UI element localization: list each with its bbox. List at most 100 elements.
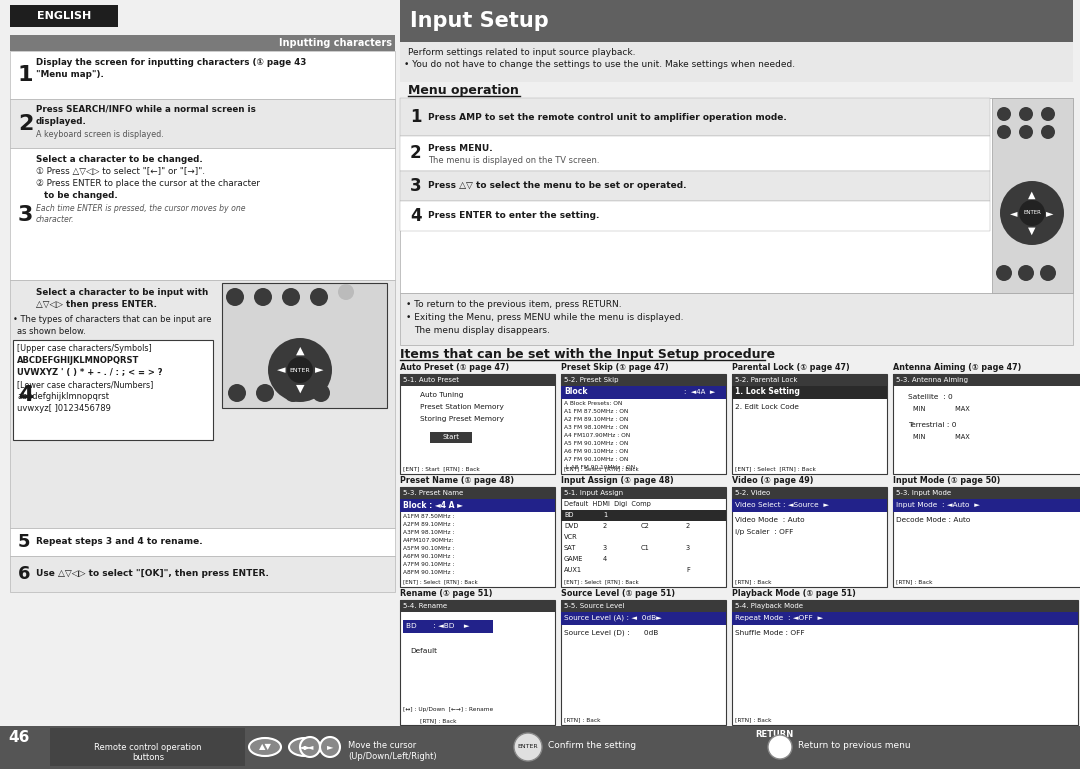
Text: A1 FM 87.50MHz : ON: A1 FM 87.50MHz : ON xyxy=(564,409,629,414)
Text: Block : ◄4 A ►: Block : ◄4 A ► xyxy=(403,501,463,510)
Bar xyxy=(10,99,395,148)
Text: F: F xyxy=(686,567,690,573)
Text: i/p Scaler  : OFF: i/p Scaler : OFF xyxy=(735,529,794,535)
Bar xyxy=(400,600,555,725)
Bar xyxy=(893,499,1080,512)
Text: Input Mode  : ◄Auto  ►: Input Mode : ◄Auto ► xyxy=(896,502,980,508)
Bar xyxy=(400,487,555,587)
Circle shape xyxy=(997,125,1011,139)
Bar xyxy=(50,728,245,766)
Bar xyxy=(0,726,1080,769)
Circle shape xyxy=(1020,107,1032,121)
Text: Input Assign (① page 48): Input Assign (① page 48) xyxy=(561,476,674,485)
Text: ↓ A8 FM 90.10MHz : ON: ↓ A8 FM 90.10MHz : ON xyxy=(564,465,635,470)
Text: ABCDEFGHIJKLMNOPQRST: ABCDEFGHIJKLMNOPQRST xyxy=(17,356,139,365)
Bar xyxy=(893,487,1080,499)
Text: The menu display disappears.: The menu display disappears. xyxy=(414,326,550,335)
Text: A4 FM107.90MHz : ON: A4 FM107.90MHz : ON xyxy=(564,433,631,438)
Bar xyxy=(400,374,555,386)
Text: Select a character to be input with: Select a character to be input with xyxy=(36,288,208,297)
Bar xyxy=(732,386,887,399)
Circle shape xyxy=(338,284,354,300)
Bar xyxy=(561,487,726,499)
Text: △▽◁▷ then press ENTER.: △▽◁▷ then press ENTER. xyxy=(36,300,157,309)
Bar xyxy=(400,374,555,474)
Text: Inputting characters: Inputting characters xyxy=(279,38,392,48)
Bar xyxy=(400,0,1074,42)
Text: A7FM 90.10MHz :: A7FM 90.10MHz : xyxy=(403,562,455,567)
Text: ▲: ▲ xyxy=(1028,190,1036,200)
Text: character.: character. xyxy=(36,215,75,224)
Circle shape xyxy=(1020,125,1032,139)
Bar xyxy=(561,510,726,521)
Bar xyxy=(400,487,555,499)
Bar xyxy=(10,51,395,701)
Text: Rename (① page 51): Rename (① page 51) xyxy=(400,589,492,598)
Text: Press △▽ to select the menu to be set or operated.: Press △▽ to select the menu to be set or… xyxy=(428,181,687,191)
Circle shape xyxy=(282,288,300,306)
Text: 5-5. Source Level: 5-5. Source Level xyxy=(564,603,624,609)
Text: to be changed.: to be changed. xyxy=(44,191,118,200)
Text: Satellite  : 0: Satellite : 0 xyxy=(908,394,953,400)
Bar xyxy=(400,98,990,136)
Text: 46: 46 xyxy=(8,730,29,745)
Circle shape xyxy=(1000,181,1064,245)
Text: VCR: VCR xyxy=(564,534,578,540)
Text: Press AMP to set the remote control unit to amplifier operation mode.: Press AMP to set the remote control unit… xyxy=(428,112,786,122)
Bar xyxy=(400,171,990,201)
Text: Repeat Mode  : ◄OFF  ►: Repeat Mode : ◄OFF ► xyxy=(735,615,823,621)
Text: ▲▼: ▲▼ xyxy=(258,743,271,751)
Text: Decode Mode : Auto: Decode Mode : Auto xyxy=(896,517,970,523)
Text: A4FM107.90MHz:: A4FM107.90MHz: xyxy=(403,538,455,543)
Text: A3 FM 98.10MHz : ON: A3 FM 98.10MHz : ON xyxy=(564,425,629,430)
Text: ►: ► xyxy=(314,365,323,375)
Circle shape xyxy=(228,384,246,402)
Circle shape xyxy=(1020,200,1045,226)
Text: :  ◄4A  ►: : ◄4A ► xyxy=(684,389,715,395)
Text: 2: 2 xyxy=(18,114,33,134)
Circle shape xyxy=(1041,125,1055,139)
Text: Select a character to be changed.: Select a character to be changed. xyxy=(36,155,203,164)
Text: 5-3. Antenna Aiming: 5-3. Antenna Aiming xyxy=(896,377,968,383)
Text: Preset Skip (① page 47): Preset Skip (① page 47) xyxy=(561,363,669,372)
Text: • The types of characters that can be input are: • The types of characters that can be in… xyxy=(13,315,212,324)
Text: Shuffle Mode : OFF: Shuffle Mode : OFF xyxy=(735,630,805,636)
Bar xyxy=(561,487,726,587)
Circle shape xyxy=(768,735,792,759)
Bar xyxy=(893,374,1080,386)
Text: ENTER: ENTER xyxy=(1023,211,1041,215)
Bar xyxy=(10,51,395,99)
Text: [↔] : Up/Down  [←→] : Rename: [↔] : Up/Down [←→] : Rename xyxy=(403,707,494,712)
Bar xyxy=(732,612,1078,625)
Text: Preset Name (① page 48): Preset Name (① page 48) xyxy=(400,476,514,485)
Text: [ENT] : Select  [RTN] : Back: [ENT] : Select [RTN] : Back xyxy=(564,579,638,584)
Bar xyxy=(400,136,990,171)
Text: Display the screen for inputting characters (① page 43: Display the screen for inputting charact… xyxy=(36,58,307,67)
Text: Default: Default xyxy=(410,648,437,654)
Bar xyxy=(403,620,492,633)
Text: [ENT] : Select  [RTN] : Back: [ENT] : Select [RTN] : Back xyxy=(735,466,815,471)
Text: 5-2. Preset Skip: 5-2. Preset Skip xyxy=(564,377,619,383)
Bar xyxy=(732,487,887,499)
Text: Default  HDMI  Digi  Comp: Default HDMI Digi Comp xyxy=(564,501,651,507)
Text: 1: 1 xyxy=(410,108,421,126)
Text: Confirm the setting: Confirm the setting xyxy=(548,741,636,750)
Text: Press ENTER to enter the setting.: Press ENTER to enter the setting. xyxy=(428,211,599,221)
Text: Source Level (A) : ◄  0dB►: Source Level (A) : ◄ 0dB► xyxy=(564,614,662,621)
Text: [Upper case characters/Symbols]: [Upper case characters/Symbols] xyxy=(17,344,152,353)
Text: 5: 5 xyxy=(18,533,30,551)
Text: Menu operation: Menu operation xyxy=(408,84,518,97)
Text: A1FM 87.50MHz :: A1FM 87.50MHz : xyxy=(403,514,455,519)
Text: "Menu map").: "Menu map"). xyxy=(36,70,104,79)
Text: Each time ENTER is pressed, the cursor moves by one: Each time ENTER is pressed, the cursor m… xyxy=(36,204,245,213)
Text: Start: Start xyxy=(443,434,459,440)
Circle shape xyxy=(256,384,274,402)
Text: ENGLISH: ENGLISH xyxy=(37,11,91,21)
Text: Press SEARCH/INFO while a normal screen is: Press SEARCH/INFO while a normal screen … xyxy=(36,105,256,114)
Text: 3: 3 xyxy=(686,545,690,551)
Text: ►: ► xyxy=(327,743,334,751)
Text: Preset Station Memory: Preset Station Memory xyxy=(420,404,504,410)
Text: 5-4. Rename: 5-4. Rename xyxy=(403,603,447,609)
Text: ② Press ENTER to place the cursor at the character: ② Press ENTER to place the cursor at the… xyxy=(36,179,260,188)
Text: BD: BD xyxy=(564,512,573,518)
